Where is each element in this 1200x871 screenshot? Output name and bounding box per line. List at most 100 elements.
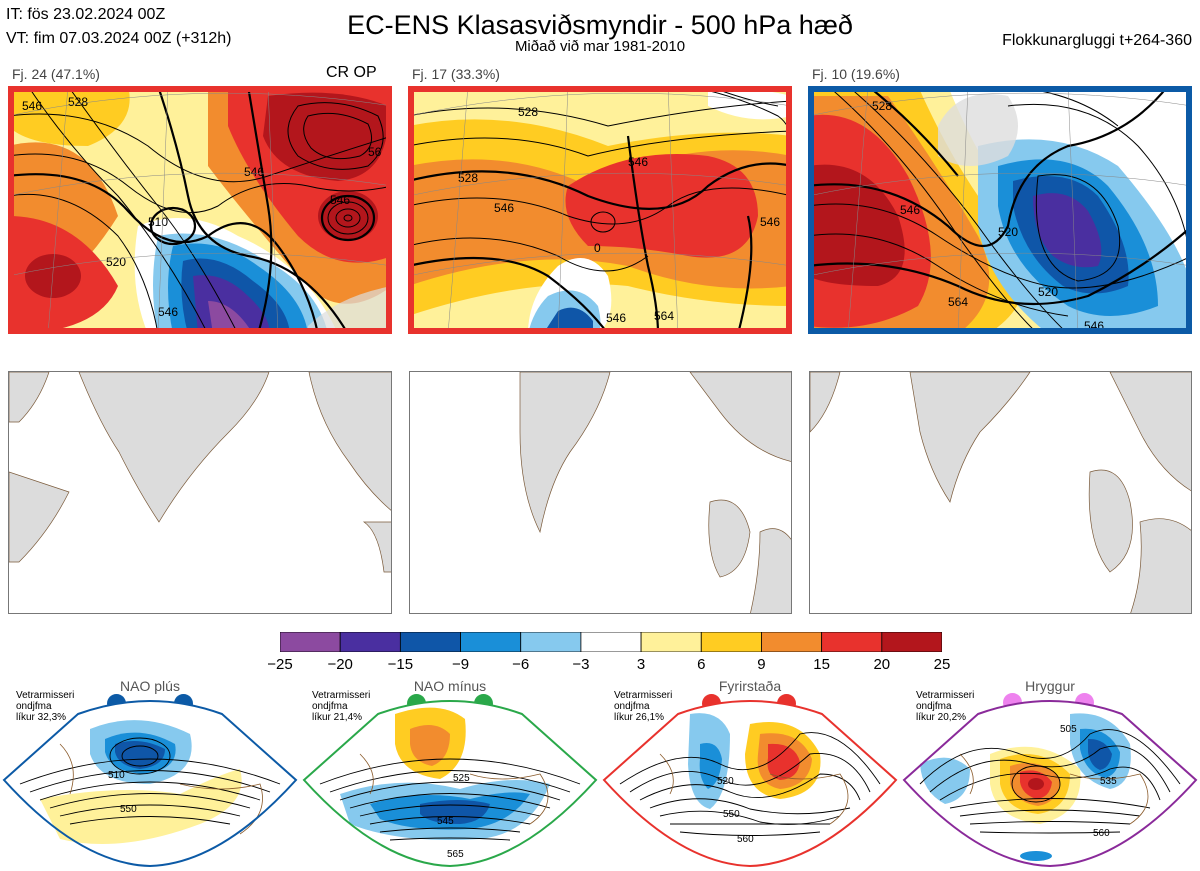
page-subtitle: Miðað við mar 1981-2010 [514, 38, 686, 55]
colorbar-swatches [279, 631, 943, 653]
regime-title: NAO mínus [413, 678, 487, 694]
cluster-3-label: Fj. 10 (19.6%) [812, 66, 900, 82]
regime-blocking: Fyrirstaða Vetrarmisseri ondjfma líkur 2… [600, 674, 900, 871]
colorbar-tick-label: −15 [387, 656, 414, 673]
contour-label: 546 [606, 311, 626, 325]
regime-title: Hryggur [1025, 678, 1075, 694]
regime-note-line1: Vetrarmisseri [312, 690, 371, 701]
contour-label: 560 [1093, 828, 1110, 839]
colorbar-tick-label: −6 [512, 656, 530, 673]
contour-label: 546 [158, 305, 178, 319]
empty-basemap-2 [409, 371, 792, 614]
regime-note-line3: líkur 26,1% [614, 712, 665, 723]
colorbar [279, 631, 943, 653]
colorbar-tick-label: 9 [757, 656, 766, 673]
contour-label: 546 [244, 165, 264, 179]
regime-note-line1: Vetrarmisseri [614, 690, 673, 701]
regime-note-line3: líkur 20,2% [916, 712, 967, 723]
contour-label: 528 [518, 105, 538, 119]
contour-label: 56 [368, 145, 382, 159]
regime-blocking-map: 520 550 560 [602, 700, 898, 868]
regime-title: NAO plús [120, 678, 180, 694]
contour-label: 564 [948, 295, 968, 309]
colorbar-tick-label: −20 [327, 656, 353, 673]
colorbar-tick-label: 25 [933, 656, 951, 673]
colorbar-tick-label: −3 [572, 656, 590, 673]
regime-ridge-map: 505 535 560 [902, 700, 1198, 868]
colorbar-swatch [821, 631, 883, 653]
contour-label: 520 [998, 225, 1018, 239]
colorbar-swatch [700, 631, 762, 653]
colorbar-swatch [761, 631, 823, 653]
contour-label: 0 [594, 241, 601, 255]
contour-label: 535 [1100, 776, 1117, 787]
contour-label: 550 [120, 804, 137, 815]
contour-label: 564 [654, 309, 674, 323]
regime-note-line1: Vetrarmisseri [916, 690, 975, 701]
empty-basemap-3 [809, 371, 1192, 614]
regime-note-line3: líkur 21,4% [312, 712, 363, 723]
cluster-1-map: 528 546 510 520 546 546 546 56 [8, 86, 392, 334]
colorbar-tick-label: 15 [813, 656, 830, 673]
contour-label: 528 [458, 171, 478, 185]
contour-label: 546 [330, 193, 350, 207]
contour-label: 528 [68, 95, 88, 109]
contour-label: 546 [900, 203, 920, 217]
contour-label: 525 [453, 773, 470, 784]
colorbar-swatch [279, 631, 341, 653]
cluster-1-border [8, 86, 392, 334]
regime-frame [902, 700, 1198, 868]
regime-title: Fyrirstaða [718, 678, 782, 694]
contour-label: 546 [22, 99, 42, 113]
regime-frame [602, 700, 898, 868]
colorbar-swatch [339, 631, 401, 653]
contour-label: 546 [628, 155, 648, 169]
colorbar-tick-label: 20 [873, 656, 891, 673]
contour-label: 528 [872, 99, 892, 113]
colorbar-swatch [881, 631, 943, 653]
colorbar-tick-label: 3 [636, 656, 646, 673]
regime-frame [2, 700, 298, 868]
contour-label: 510 [148, 215, 168, 229]
contour-label: 510 [108, 770, 125, 781]
issue-time: IT: fös 23.02.2024 00Z [6, 6, 166, 23]
cluster-2-border [408, 86, 792, 334]
empty-basemap-1 [8, 371, 392, 614]
colorbar-tick-label: 6 [697, 656, 706, 673]
contour-label: 505 [1060, 724, 1077, 735]
colorbar-swatch [460, 631, 522, 653]
regime-nao-minus-map: 525 545 565 [302, 700, 598, 868]
colorbar-swatch [520, 631, 582, 653]
cluster-1-flag: CR OP [326, 64, 377, 81]
cluster-2-map: 528 546 528 546 546 546 564 0 [408, 86, 792, 334]
regime-ridge: Hryggur Vetrarmisseri ondjfma líkur 20,2… [900, 674, 1200, 871]
regime-nao-minus: NAO mínus Vetrarmisseri ondjfma líkur 21… [300, 674, 600, 871]
valid-time: VT: fim 07.03.2024 00Z (+312h) [6, 30, 232, 47]
cluster-2-label: Fj. 17 (33.3%) [412, 66, 500, 82]
colorbar-tick-label: −9 [451, 656, 470, 673]
regime-note-line3: líkur 32,3% [16, 712, 67, 723]
colorbar-tick-label: −25 [267, 656, 293, 673]
regime-note-line1: Vetrarmisseri [16, 690, 75, 701]
colorbar-swatch [640, 631, 702, 653]
cluster-3-map: 528 546 520 520 564 546 [808, 86, 1192, 334]
cluster-3-border [808, 86, 1192, 334]
contour-label: 520 [106, 255, 126, 269]
contour-label: 550 [723, 809, 740, 820]
cluster-1-label: Fj. 24 (47.1%) [12, 66, 100, 82]
page-title: EC-ENS Klasasviðsmyndir - 500 hPa hæð [347, 10, 853, 40]
classification-window: Flokkunargluggi t+264-360 [1002, 32, 1192, 49]
colorbar-swatch [399, 631, 461, 653]
regime-nao-plus-map: 510 550 [2, 700, 298, 868]
regime-note-line2: ondjfma [614, 701, 650, 712]
colorbar-swatch [580, 631, 642, 653]
contour-label: 546 [760, 215, 780, 229]
contour-label: 520 [1038, 285, 1058, 299]
contour-label: 520 [717, 776, 734, 787]
regime-nao-plus: NAO plús Vetrarmisseri ondjfma líkur 32,… [0, 674, 300, 871]
regime-frame [302, 700, 598, 868]
regime-note-line2: ondjfma [916, 701, 952, 712]
contour-label: 565 [447, 849, 464, 860]
contour-label: 545 [437, 816, 454, 827]
contour-label: 560 [737, 834, 754, 845]
